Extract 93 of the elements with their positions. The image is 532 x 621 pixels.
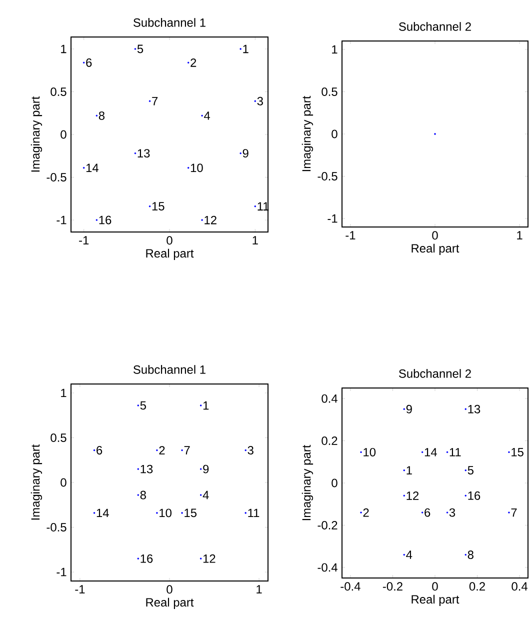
annotation: 15 [184, 508, 197, 518]
y-tick-label: 1 [332, 45, 338, 54]
annotation: 7 [152, 97, 158, 106]
y-tick-label: -1 [328, 214, 338, 223]
x-axis-title: Real part [146, 598, 194, 609]
y-tick-label: -0.2 [318, 520, 338, 530]
y-tick-label: 0.5 [322, 87, 338, 96]
x-tick-label: 0.4 [512, 582, 528, 591]
x-tick-label: 0 [432, 582, 438, 591]
annotation: 1 [204, 401, 209, 410]
annotation: 16 [468, 491, 480, 500]
annotation: 7 [511, 508, 517, 517]
x-tick-label: 0 [432, 231, 438, 240]
y-tick-label: 0.4 [322, 394, 338, 403]
annotation: 10 [191, 164, 203, 172]
y-tick-label: 1 [61, 388, 66, 398]
annotation: 8 [468, 550, 474, 559]
y-axis-title: Imaginary part [302, 444, 314, 520]
annotation: 9 [203, 464, 209, 474]
annotation: 12 [204, 554, 216, 563]
annotation: 13 [138, 149, 150, 158]
chart-title: Subchannel 1 [134, 365, 206, 374]
y-tick-label: -0.5 [46, 173, 66, 182]
annotation: 11 [248, 508, 260, 518]
y-tick-label: -0.5 [318, 172, 338, 180]
y-tick-label: -0.5 [46, 523, 66, 532]
annotation: 3 [257, 96, 264, 106]
annotation: 2 [363, 508, 369, 517]
y-tick-label: -0.4 [318, 563, 338, 572]
x-tick-label: -1 [346, 231, 356, 240]
x-tick-label: 0 [166, 236, 172, 245]
annotation: 7 [184, 446, 190, 454]
annotation: 14 [86, 164, 99, 172]
annotation: 12 [406, 491, 419, 500]
annotation: 3 [248, 446, 254, 454]
x-axis-title: Real part [146, 248, 194, 260]
annotation: 9 [242, 149, 248, 158]
x-tick-label: -1 [75, 585, 85, 594]
x-tick-label: 1 [252, 236, 258, 244]
annotation: 14 [96, 508, 109, 518]
annotation: 12 [204, 216, 217, 224]
y-tick-label: 0 [60, 130, 66, 139]
annotation: 2 [190, 58, 196, 67]
annotation: 1 [406, 466, 412, 474]
annotation: 5 [137, 44, 144, 54]
annotation: 16 [99, 216, 112, 224]
annotation: 4 [202, 490, 209, 500]
x-tick-label: -0.2 [383, 582, 403, 591]
annotation: 11 [450, 448, 461, 456]
annotation: 5 [468, 466, 474, 474]
annotation: 8 [140, 490, 146, 500]
annotation: 15 [152, 202, 164, 210]
chart-title: Subchannel 1 [134, 18, 206, 27]
annotation: 10 [160, 508, 172, 518]
annotation: 13 [140, 464, 153, 474]
y-tick-label: 1 [61, 44, 66, 54]
chart-title: Subchannel 2 [399, 369, 472, 378]
annotation: 1 [243, 44, 248, 54]
y-tick-label: 0 [332, 130, 338, 138]
annotation: 6 [424, 508, 430, 517]
y-tick-label: 0 [332, 478, 338, 488]
x-tick-label: 0.2 [470, 582, 486, 591]
y-axis-title: Imaginary part [30, 444, 42, 520]
annotation: 6 [96, 446, 102, 454]
annotation: 2 [159, 446, 165, 454]
x-tick-label: 0 [166, 585, 172, 594]
y-tick-label: 0.2 [322, 436, 338, 445]
y-axis-title: Imaginary part [302, 96, 314, 172]
annotation: 14 [424, 448, 438, 456]
annotation: 16 [140, 554, 153, 563]
y-tick-label: 0.5 [50, 433, 66, 442]
annotation: 3 [449, 508, 456, 517]
x-axis-title: Real part [412, 594, 460, 606]
x-axis-title: Real part [412, 244, 460, 255]
x-tick-label: -0.4 [340, 582, 360, 591]
annotation: 4 [204, 112, 210, 120]
annotation: 6 [86, 58, 92, 67]
y-tick-label: 0 [60, 478, 66, 487]
y-tick-label: -1 [56, 216, 66, 224]
annotation: 9 [406, 404, 412, 414]
chart-title: Subchannel 2 [399, 22, 472, 31]
x-tick-label: 1 [256, 585, 262, 594]
annotation: 5 [140, 401, 146, 410]
annotation: 4 [406, 550, 412, 559]
annotation: 10 [364, 448, 376, 456]
annotation: 13 [468, 404, 480, 414]
x-tick-label: -1 [79, 236, 89, 244]
y-axis-title: Imaginary part [30, 96, 42, 172]
annotation: 8 [98, 111, 105, 120]
y-tick-label: 0.5 [50, 88, 66, 96]
x-tick-label: 1 [517, 231, 522, 240]
y-tick-label: -1 [56, 568, 66, 576]
annotation: 15 [512, 448, 524, 456]
